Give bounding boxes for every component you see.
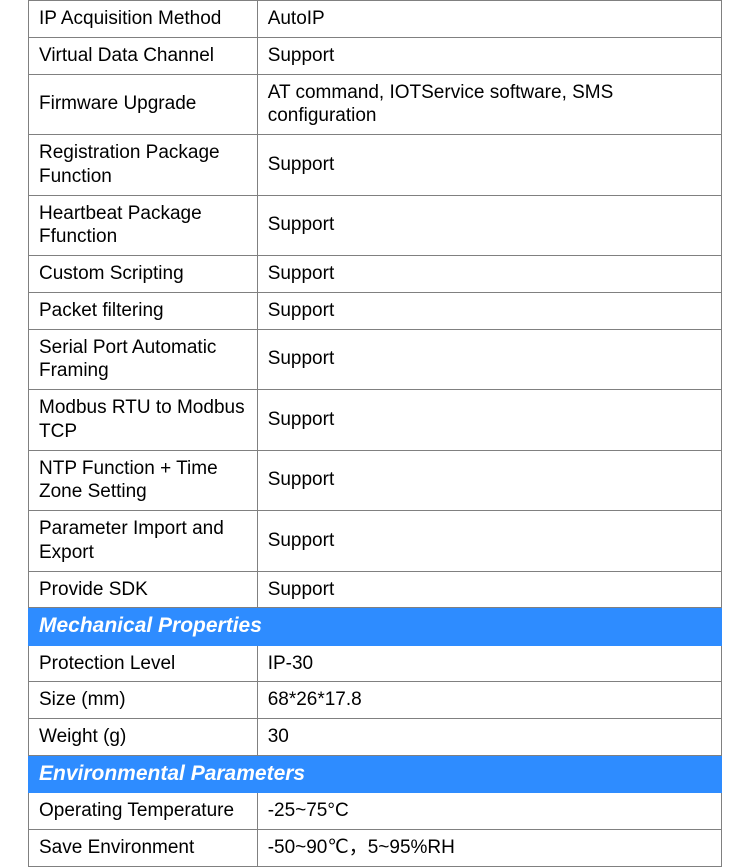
table-row: Serial Port Automatic Framing Support <box>29 329 722 390</box>
spec-value: Support <box>257 292 721 329</box>
table-row: Provide SDK Support <box>29 571 722 608</box>
spec-value: Support <box>257 571 721 608</box>
section-header-mechanical: Mechanical Properties <box>29 608 722 645</box>
spec-value: Support <box>257 256 721 293</box>
table-row: Registration Package Function Support <box>29 135 722 196</box>
spec-value: Support <box>257 390 721 451</box>
spec-value: AT command, IOTService software, SMS con… <box>257 74 721 135</box>
spec-value: Support <box>257 511 721 572</box>
table-row: Save Environment -50~90℃，5~95%RH <box>29 829 722 866</box>
section-header-environmental: Environmental Parameters <box>29 755 722 792</box>
table-row: Custom Scripting Support <box>29 256 722 293</box>
spec-value: Support <box>257 135 721 196</box>
spec-label: Heartbeat Package Ffunction <box>29 195 258 256</box>
spec-label: Parameter Import and Export <box>29 511 258 572</box>
spec-label: Protection Level <box>29 645 258 682</box>
table-row: Size (mm) 68*26*17.8 <box>29 682 722 719</box>
spec-value: -25~75°C <box>257 793 721 830</box>
spec-value: IP-30 <box>257 645 721 682</box>
table-row: Packet filtering Support <box>29 292 722 329</box>
spec-table-wrapper: IP Acquisition Method AutoIP Virtual Dat… <box>0 0 750 867</box>
spec-label: Save Environment <box>29 829 258 866</box>
table-row: Virtual Data Channel Support <box>29 37 722 74</box>
spec-label: Custom Scripting <box>29 256 258 293</box>
spec-label: Firmware Upgrade <box>29 74 258 135</box>
spec-value: Support <box>257 195 721 256</box>
spec-value: AutoIP <box>257 1 721 38</box>
spec-label: Size (mm) <box>29 682 258 719</box>
spec-value: -50~90℃，5~95%RH <box>257 829 721 866</box>
table-row: Protection Level IP-30 <box>29 645 722 682</box>
section-title: Environmental Parameters <box>29 755 722 792</box>
spec-label: Registration Package Function <box>29 135 258 196</box>
spec-value: Support <box>257 450 721 511</box>
table-row: Modbus RTU to Modbus TCP Support <box>29 390 722 451</box>
table-row: Operating Temperature -25~75°C <box>29 793 722 830</box>
spec-value: Support <box>257 37 721 74</box>
spec-value: 68*26*17.8 <box>257 682 721 719</box>
spec-label: Modbus RTU to Modbus TCP <box>29 390 258 451</box>
table-row: IP Acquisition Method AutoIP <box>29 1 722 38</box>
table-row: NTP Function + Time Zone Setting Support <box>29 450 722 511</box>
spec-label: NTP Function + Time Zone Setting <box>29 450 258 511</box>
spec-label: Operating Temperature <box>29 793 258 830</box>
spec-value: Support <box>257 329 721 390</box>
spec-table: IP Acquisition Method AutoIP Virtual Dat… <box>28 0 722 867</box>
spec-label: Provide SDK <box>29 571 258 608</box>
section-title: Mechanical Properties <box>29 608 722 645</box>
table-row: Parameter Import and Export Support <box>29 511 722 572</box>
table-row: Heartbeat Package Ffunction Support <box>29 195 722 256</box>
spec-label: Virtual Data Channel <box>29 37 258 74</box>
spec-label: Packet filtering <box>29 292 258 329</box>
table-row: Firmware Upgrade AT command, IOTService … <box>29 74 722 135</box>
spec-label: Serial Port Automatic Framing <box>29 329 258 390</box>
spec-label: IP Acquisition Method <box>29 1 258 38</box>
